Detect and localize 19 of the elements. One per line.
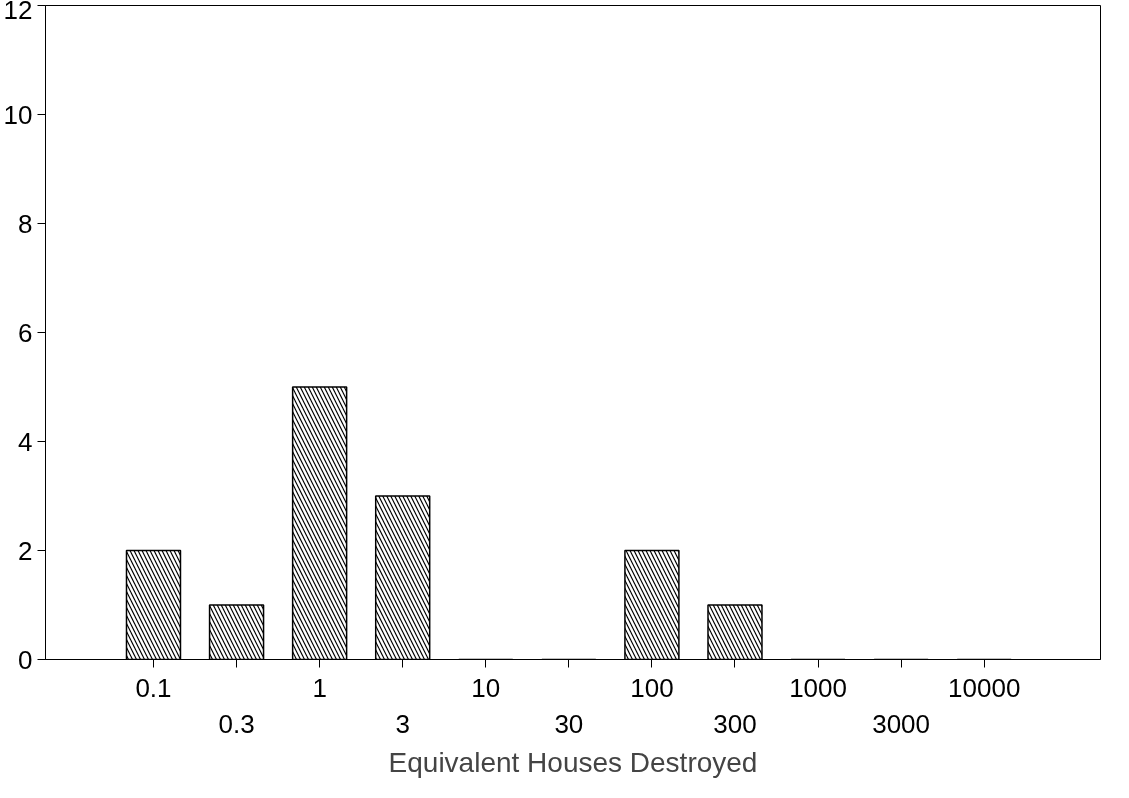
y-tick-label: 10 bbox=[3, 99, 33, 130]
y-tick-label: 12 bbox=[3, 0, 33, 25]
x-tick-label: 3 bbox=[395, 708, 410, 739]
y-tick-label: 8 bbox=[18, 208, 33, 239]
x-tick-label: 100 bbox=[630, 672, 674, 703]
y-tick-label: 0 bbox=[18, 644, 33, 675]
y-tick-label: 2 bbox=[18, 535, 33, 566]
x-tick-label: 10 bbox=[471, 672, 501, 703]
x-tick-label: 30 bbox=[554, 708, 584, 739]
x-tick-label: 300 bbox=[713, 708, 757, 739]
y-tick-label: 6 bbox=[18, 317, 33, 348]
x-axis-title: Equivalent Houses Destroyed bbox=[388, 746, 758, 778]
x-tick-label: 10000 bbox=[948, 672, 1021, 703]
x-tick-label: 1000 bbox=[789, 672, 847, 703]
x-tick-label: 0.3 bbox=[218, 708, 255, 739]
y-tick-label: 4 bbox=[18, 426, 33, 457]
x-tick-label: 1 bbox=[312, 672, 327, 703]
x-tick-label: 0.1 bbox=[135, 672, 172, 703]
x-tick-label: 3000 bbox=[872, 708, 931, 739]
